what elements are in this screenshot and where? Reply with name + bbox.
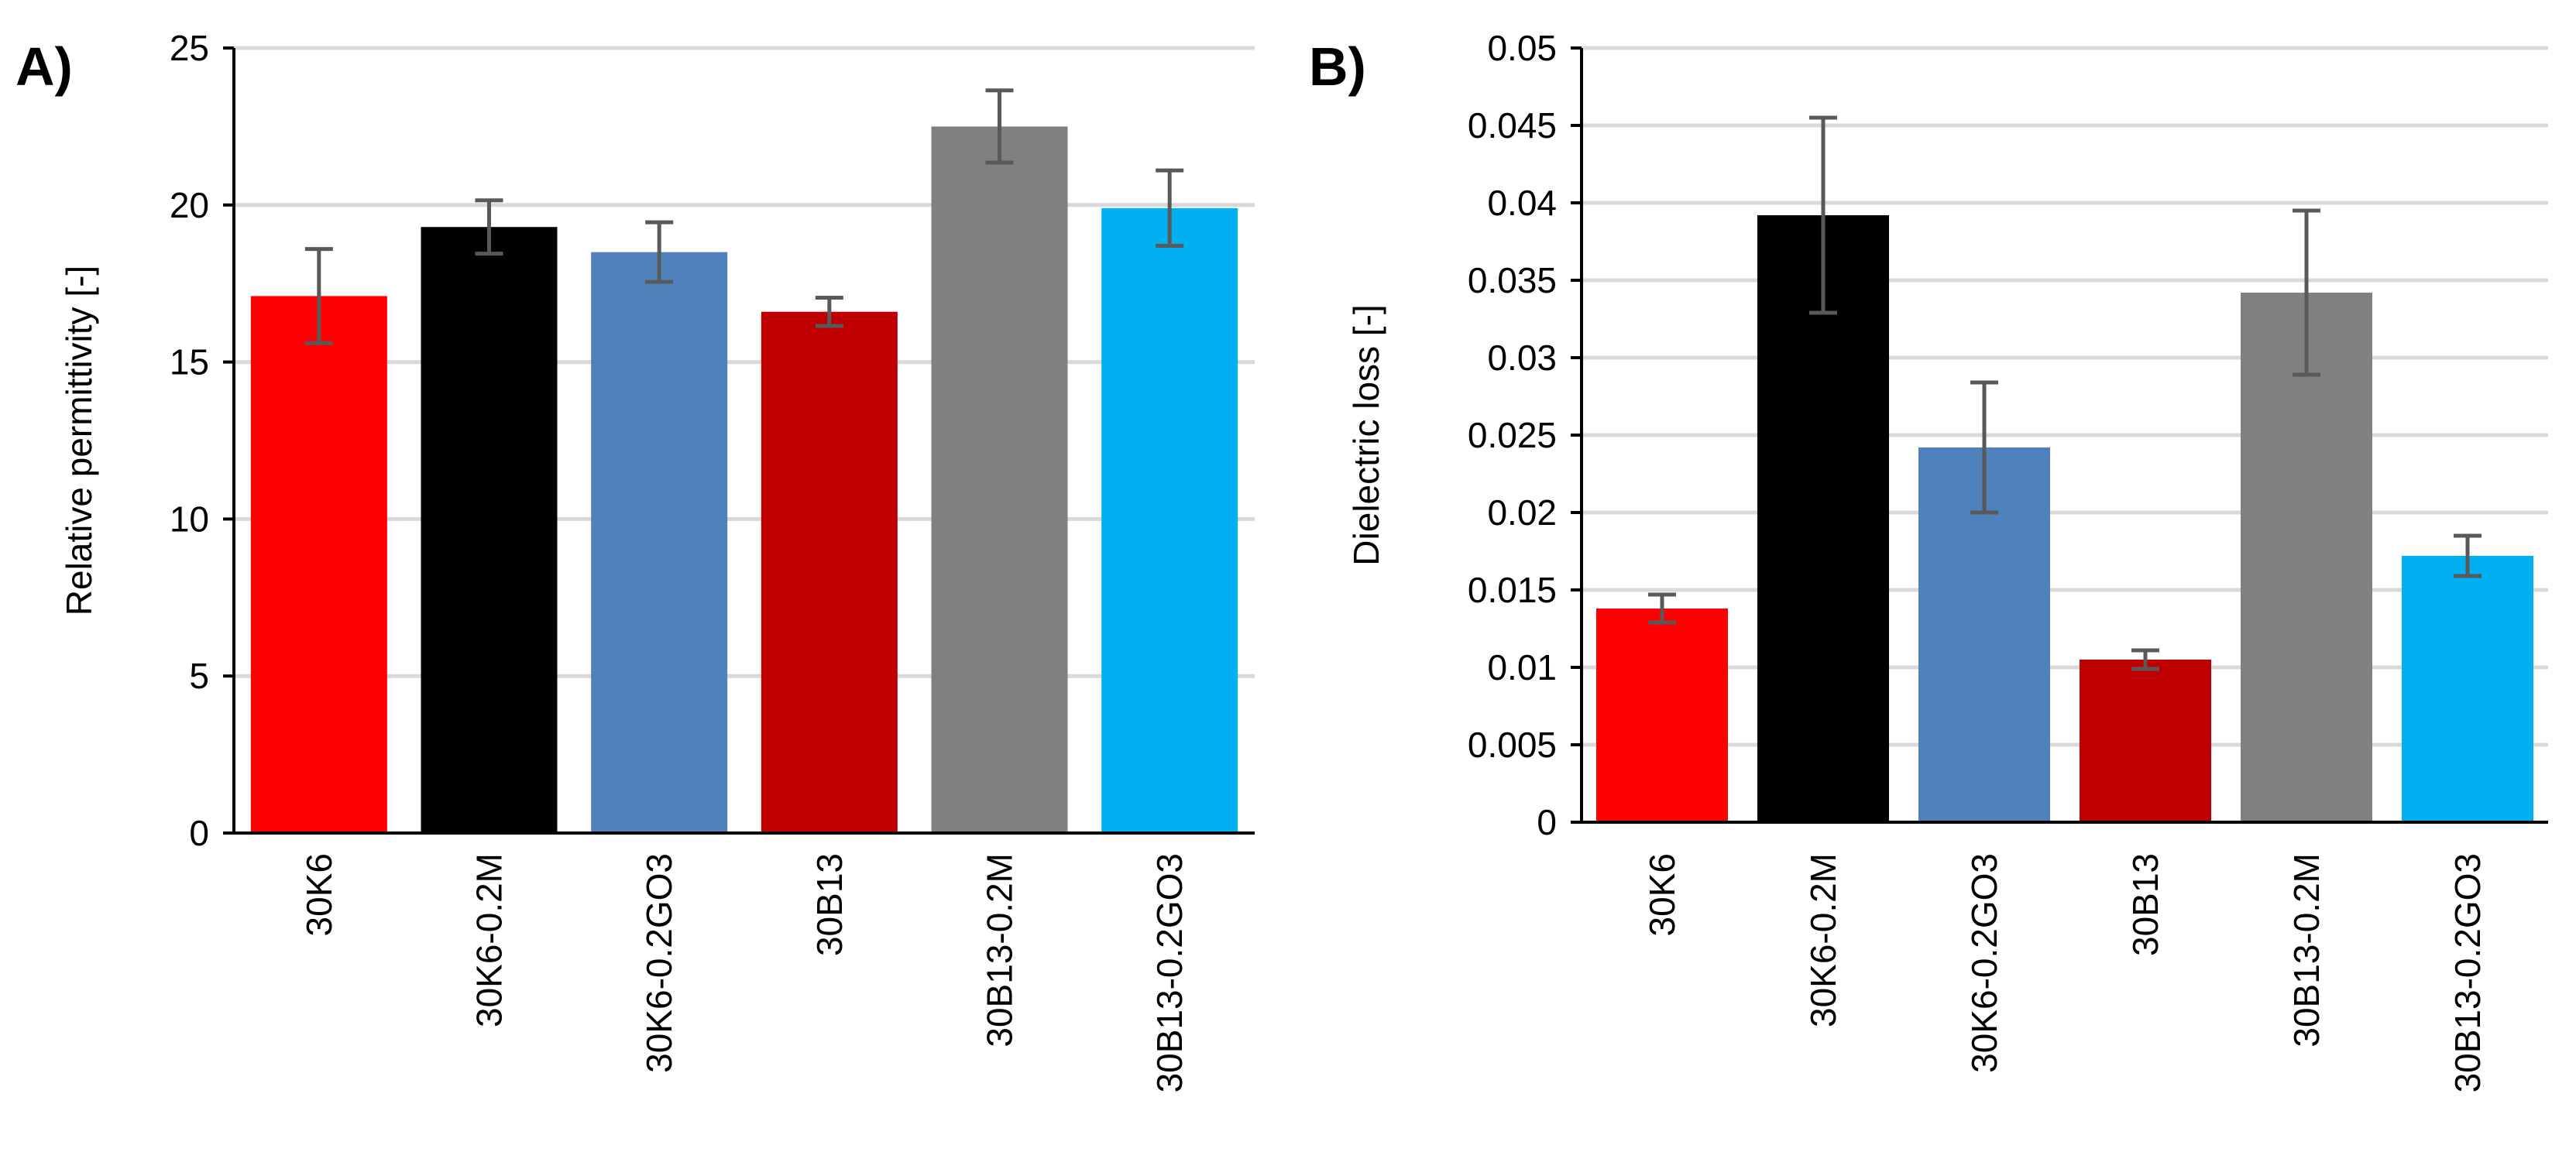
y-tick-label: 20 (170, 185, 209, 225)
category-label: 30B13-0.2GO3 (1149, 853, 1190, 1092)
bar (1101, 207, 1238, 834)
panel-b-chart: 0 0.005 0.01 0.015 0.02 0.025 0.03 0.035 0.04 0.0… (1309, 28, 2548, 1092)
y-tick-label: 0.05 (1487, 28, 1557, 68)
category-label: 30K6 (299, 853, 339, 936)
y-tick-label: 0.045 (1468, 105, 1557, 146)
y-tick-label: 0.02 (1487, 492, 1557, 533)
category-label: 30B13-0.2M (980, 853, 1020, 1047)
bar (1596, 609, 1728, 822)
y-tick-label: 0.015 (1468, 570, 1557, 610)
y-tick-label: 0.025 (1468, 415, 1557, 455)
category-label: 30K6-0.2GO3 (639, 853, 679, 1073)
y-tick-label: 0 (189, 813, 209, 853)
panel-a-chart: 0 5 10 15 20 25 30K6 30K6-0.2M 30K6-0.2GO3 30B13 3… (15, 28, 1255, 1092)
category-label: 30K6-0.2M (469, 853, 510, 1027)
y-tick-label: 15 (170, 342, 209, 382)
bar (591, 252, 728, 833)
bar (761, 311, 898, 834)
y-tick-label: 0.04 (1487, 183, 1557, 223)
y-tick-label: 5 (189, 656, 209, 696)
y-axis-title: Relative permittivity [-] (59, 266, 99, 615)
category-label: 30B13-0.2M (2286, 853, 2327, 1047)
bar (2080, 660, 2211, 822)
category-label: 30K6 (1642, 853, 1682, 936)
category-label: 30B13 (2125, 853, 2166, 956)
y-tick-label: 0.03 (1487, 338, 1557, 378)
bar (2402, 556, 2533, 822)
y-tick-label: 0.005 (1468, 725, 1557, 765)
bar (250, 296, 387, 833)
y-tick-label: 25 (170, 28, 209, 68)
bar (421, 227, 558, 833)
y-tick-label: 0.01 (1487, 647, 1557, 687)
panel-label: A) (15, 36, 73, 97)
category-label: 30B13-0.2GO3 (2447, 853, 2488, 1092)
panel-label: B) (1309, 36, 1366, 97)
y-tick-label: 0.035 (1468, 260, 1557, 300)
y-axis-title: Dielectric loss [-] (1346, 304, 1386, 565)
bar (931, 126, 1068, 833)
category-label: 30K6-0.2GO3 (1964, 853, 2004, 1073)
category-label: 30K6-0.2M (1803, 853, 1843, 1027)
y-tick-label: 0 (1537, 802, 1557, 842)
y-tick-label: 10 (170, 499, 209, 539)
bar (1757, 215, 1889, 822)
bar (2241, 293, 2372, 822)
category-label: 30B13 (809, 853, 850, 956)
